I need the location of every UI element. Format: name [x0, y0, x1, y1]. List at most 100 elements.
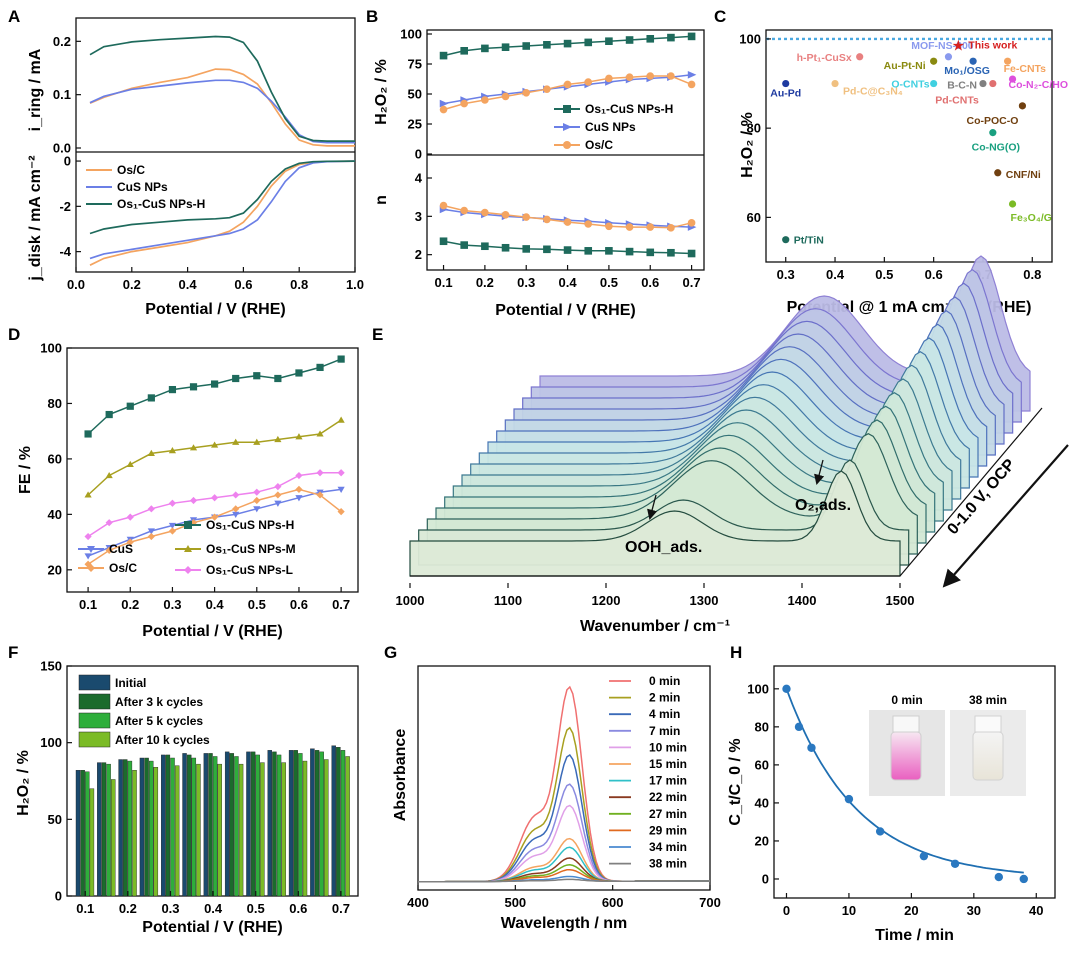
- plot-frame: [426, 29, 705, 271]
- y-tick-label: 40: [755, 795, 769, 810]
- y-tick-label: 100: [747, 681, 769, 696]
- legend-label: Os/C: [109, 561, 137, 575]
- x-tick-label: 500: [504, 895, 526, 910]
- x-tick-label: 1300: [690, 593, 719, 608]
- bar: [336, 747, 341, 897]
- fe-point: [168, 446, 177, 454]
- y-axis-title: H₂O₂ / %: [739, 112, 756, 178]
- h2o2-point: [584, 38, 593, 47]
- y-tick-label: 100: [40, 735, 62, 750]
- bar: [212, 756, 218, 897]
- bar: [267, 750, 273, 897]
- fe-point: [295, 369, 303, 377]
- legend-swatch: [78, 731, 111, 748]
- bar: [229, 753, 235, 897]
- fe-point: [295, 495, 303, 502]
- fe-point: [105, 546, 113, 555]
- x-tick-label: 1000: [396, 593, 425, 608]
- bar: [118, 759, 123, 897]
- bar: [340, 750, 346, 897]
- n-point: [584, 247, 593, 255]
- panel-label: C: [714, 7, 726, 26]
- legend-label: Os₁-CuS NPs-H: [117, 197, 205, 211]
- h2o2-point: [563, 80, 572, 89]
- fe-point: [211, 513, 219, 521]
- x-tick-label: 0.5: [247, 901, 265, 916]
- bar: [288, 750, 294, 897]
- fe-point: [126, 402, 134, 410]
- panel-a: A 0.0 0.2 0.4 0.6 0.8 1.0 0.0 0.1 0.2 0 -2 -4 Potenti…: [8, 7, 364, 318]
- fe-point: [105, 519, 113, 527]
- point-label: MOF-NS-300: [911, 40, 974, 52]
- n-point: [605, 222, 613, 231]
- point-label: CNF/Ni: [1006, 169, 1041, 181]
- fe-point: [189, 496, 198, 505]
- point-label: Fe₃O₄/G: [1011, 212, 1052, 224]
- legend-label: 0 min: [649, 674, 680, 688]
- h2o2-point: [501, 92, 510, 101]
- legend-marker: [184, 566, 192, 574]
- h2o2-point: [501, 43, 510, 51]
- fe-point: [253, 496, 261, 505]
- panel-label: E: [372, 325, 383, 344]
- ring-curve-0: [89, 68, 355, 147]
- bar: [234, 756, 239, 897]
- h2o2-point: [687, 71, 697, 79]
- fe-point: [211, 380, 219, 388]
- bar: [208, 753, 213, 897]
- x-tick-label: 0.8: [290, 277, 308, 292]
- depth-axis-line: [899, 407, 1043, 577]
- legend-label: Os/C: [585, 138, 613, 152]
- legend-label: 38 min: [649, 857, 687, 871]
- y-axis-title-ring: i_ring / mA: [27, 48, 44, 131]
- legend-marker: [563, 105, 571, 113]
- scatter-point: [782, 79, 790, 88]
- fe-point: [295, 485, 303, 494]
- x-tick-label: 0.4: [204, 901, 223, 916]
- y-tick-label: 4: [415, 171, 423, 186]
- fe-point: [232, 511, 240, 518]
- legend-label: CuS NPs: [117, 180, 168, 194]
- bar: [139, 757, 145, 897]
- decay-fit: [785, 688, 1024, 874]
- scatter-point: [782, 236, 790, 244]
- bar: [101, 762, 107, 897]
- point-label: O-CNTs: [891, 79, 929, 91]
- point-label: Mo₁/OSG: [944, 65, 990, 77]
- h2o2-point: [646, 72, 655, 80]
- h2o2-curve-1: [443, 74, 692, 105]
- legend-label: Os/C: [117, 163, 145, 177]
- point-label: h-Pt₁-CuSx: [797, 52, 852, 64]
- panel-label: B: [366, 7, 378, 26]
- vial-cap: [974, 715, 1002, 733]
- x-tick-label: 30: [967, 903, 981, 918]
- scatter-point: [1008, 75, 1017, 83]
- disk-curve-1: [89, 160, 356, 260]
- plot-frame: [66, 347, 359, 593]
- n-point: [460, 241, 469, 249]
- legend-label: 2 min: [649, 691, 680, 705]
- fe-point: [232, 491, 240, 499]
- h2o2-point: [543, 85, 551, 93]
- h2o2-point: [687, 80, 696, 89]
- fe-point: [337, 355, 345, 363]
- x-tick-label: 0.5: [600, 275, 618, 290]
- plot-frame: [773, 665, 1056, 899]
- decay-point: [919, 851, 929, 861]
- h2o2-point: [481, 96, 489, 104]
- x-tick-label: 0.6: [234, 277, 252, 292]
- h2o2-point: [625, 36, 634, 44]
- n-point: [667, 224, 675, 232]
- fe-point: [274, 374, 282, 383]
- x-tick-label: 0.1: [434, 275, 452, 290]
- fe-point: [147, 528, 155, 535]
- fe-point: [253, 438, 261, 445]
- panel-b: B 0.1 0.2 0.3 0.4 0.5 0.6 0.7 0 25 50 75 100 2 3 4 Poten…: [366, 7, 705, 319]
- point-label: Co-POC-O: [966, 115, 1018, 127]
- bar: [314, 750, 320, 897]
- x-tick-label: 1400: [788, 593, 817, 608]
- bar: [144, 757, 149, 897]
- fe-point: [168, 527, 177, 535]
- y-tick-label: -2: [59, 199, 71, 214]
- ooh-arrow: [647, 494, 658, 521]
